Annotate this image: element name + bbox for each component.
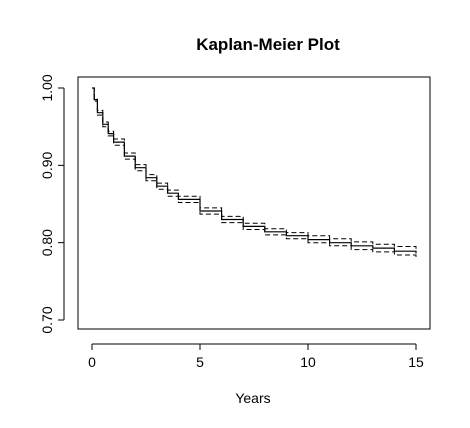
survival-curve bbox=[92, 87, 417, 254]
x-axis-label: Years bbox=[235, 390, 270, 406]
x-tick-label: 0 bbox=[88, 354, 96, 370]
y-axis: 0.70 0.80 0.90 1.00 bbox=[39, 74, 65, 334]
x-tick-label: 5 bbox=[196, 354, 204, 370]
y-tick-label: 0.80 bbox=[39, 229, 55, 256]
y-tick-label: 0.70 bbox=[39, 306, 55, 333]
y-tick-label: 1.00 bbox=[39, 74, 55, 101]
y-tick-label: 0.90 bbox=[39, 151, 55, 178]
upper-confidence-curve bbox=[92, 87, 417, 249]
plot-frame bbox=[77, 76, 431, 330]
x-axis: 0 5 10 15 bbox=[88, 343, 424, 370]
x-tick-label: 10 bbox=[300, 354, 316, 370]
chart-title: Kaplan-Meier Plot bbox=[196, 35, 340, 54]
series-group bbox=[92, 87, 417, 259]
x-tick-label: 15 bbox=[408, 354, 424, 370]
lower-confidence-curve bbox=[92, 87, 417, 259]
